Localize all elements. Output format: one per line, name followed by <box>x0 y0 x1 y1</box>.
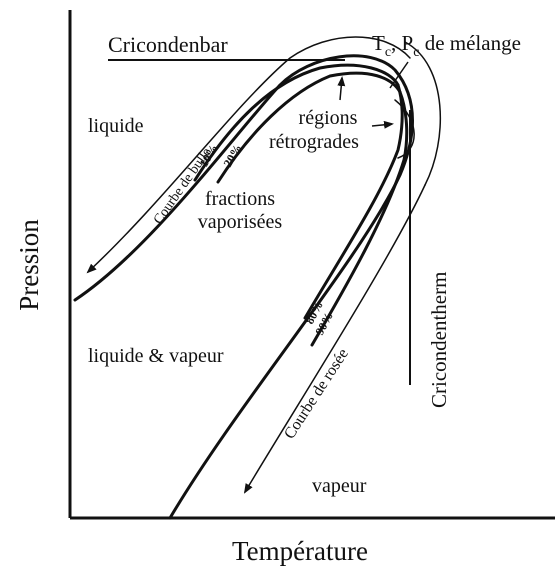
y-axis-label: Pression <box>14 219 44 311</box>
fractions-label-2: vaporisées <box>198 211 283 233</box>
liquid-label: liquide <box>88 115 144 137</box>
fractions-label-1: fractions <box>205 188 275 210</box>
critical-point-label: Tc, Pc de mélange <box>372 31 521 60</box>
phase-envelope <box>73 54 414 520</box>
x-axis-label: Température <box>232 536 368 566</box>
retrograde-label-2: rétrogrades <box>269 131 359 153</box>
retro-pointer-1 <box>337 76 346 101</box>
retrograde-label-1: régions <box>299 107 358 129</box>
t-sub: c <box>385 45 391 60</box>
quality-line-90 <box>310 90 409 347</box>
quality-line-10 <box>193 63 400 182</box>
outer-arc <box>404 41 442 186</box>
p-sub: c <box>413 45 419 60</box>
q20-label: 20% <box>220 142 244 170</box>
p: , P <box>391 31 413 55</box>
retrograde-arc <box>394 99 415 159</box>
dew-arrow <box>243 184 426 494</box>
bubble-arrow <box>86 36 411 274</box>
dew-curve-label: Courbe de rosée <box>281 346 352 442</box>
cricondenbar-label: Cricondenbar <box>108 32 228 57</box>
two-phase-label: liquide & vapeur <box>88 345 224 367</box>
quality-line-80 <box>303 83 404 320</box>
cricondentherm-label: Cricondentherm <box>427 272 451 408</box>
vapour-label: vapeur <box>312 475 367 497</box>
t: T <box>372 31 385 55</box>
retro-pointer-2 <box>371 120 394 129</box>
quality-line-20 <box>216 71 402 184</box>
critical-tick <box>389 61 409 89</box>
suffix: de mélange <box>419 31 520 55</box>
